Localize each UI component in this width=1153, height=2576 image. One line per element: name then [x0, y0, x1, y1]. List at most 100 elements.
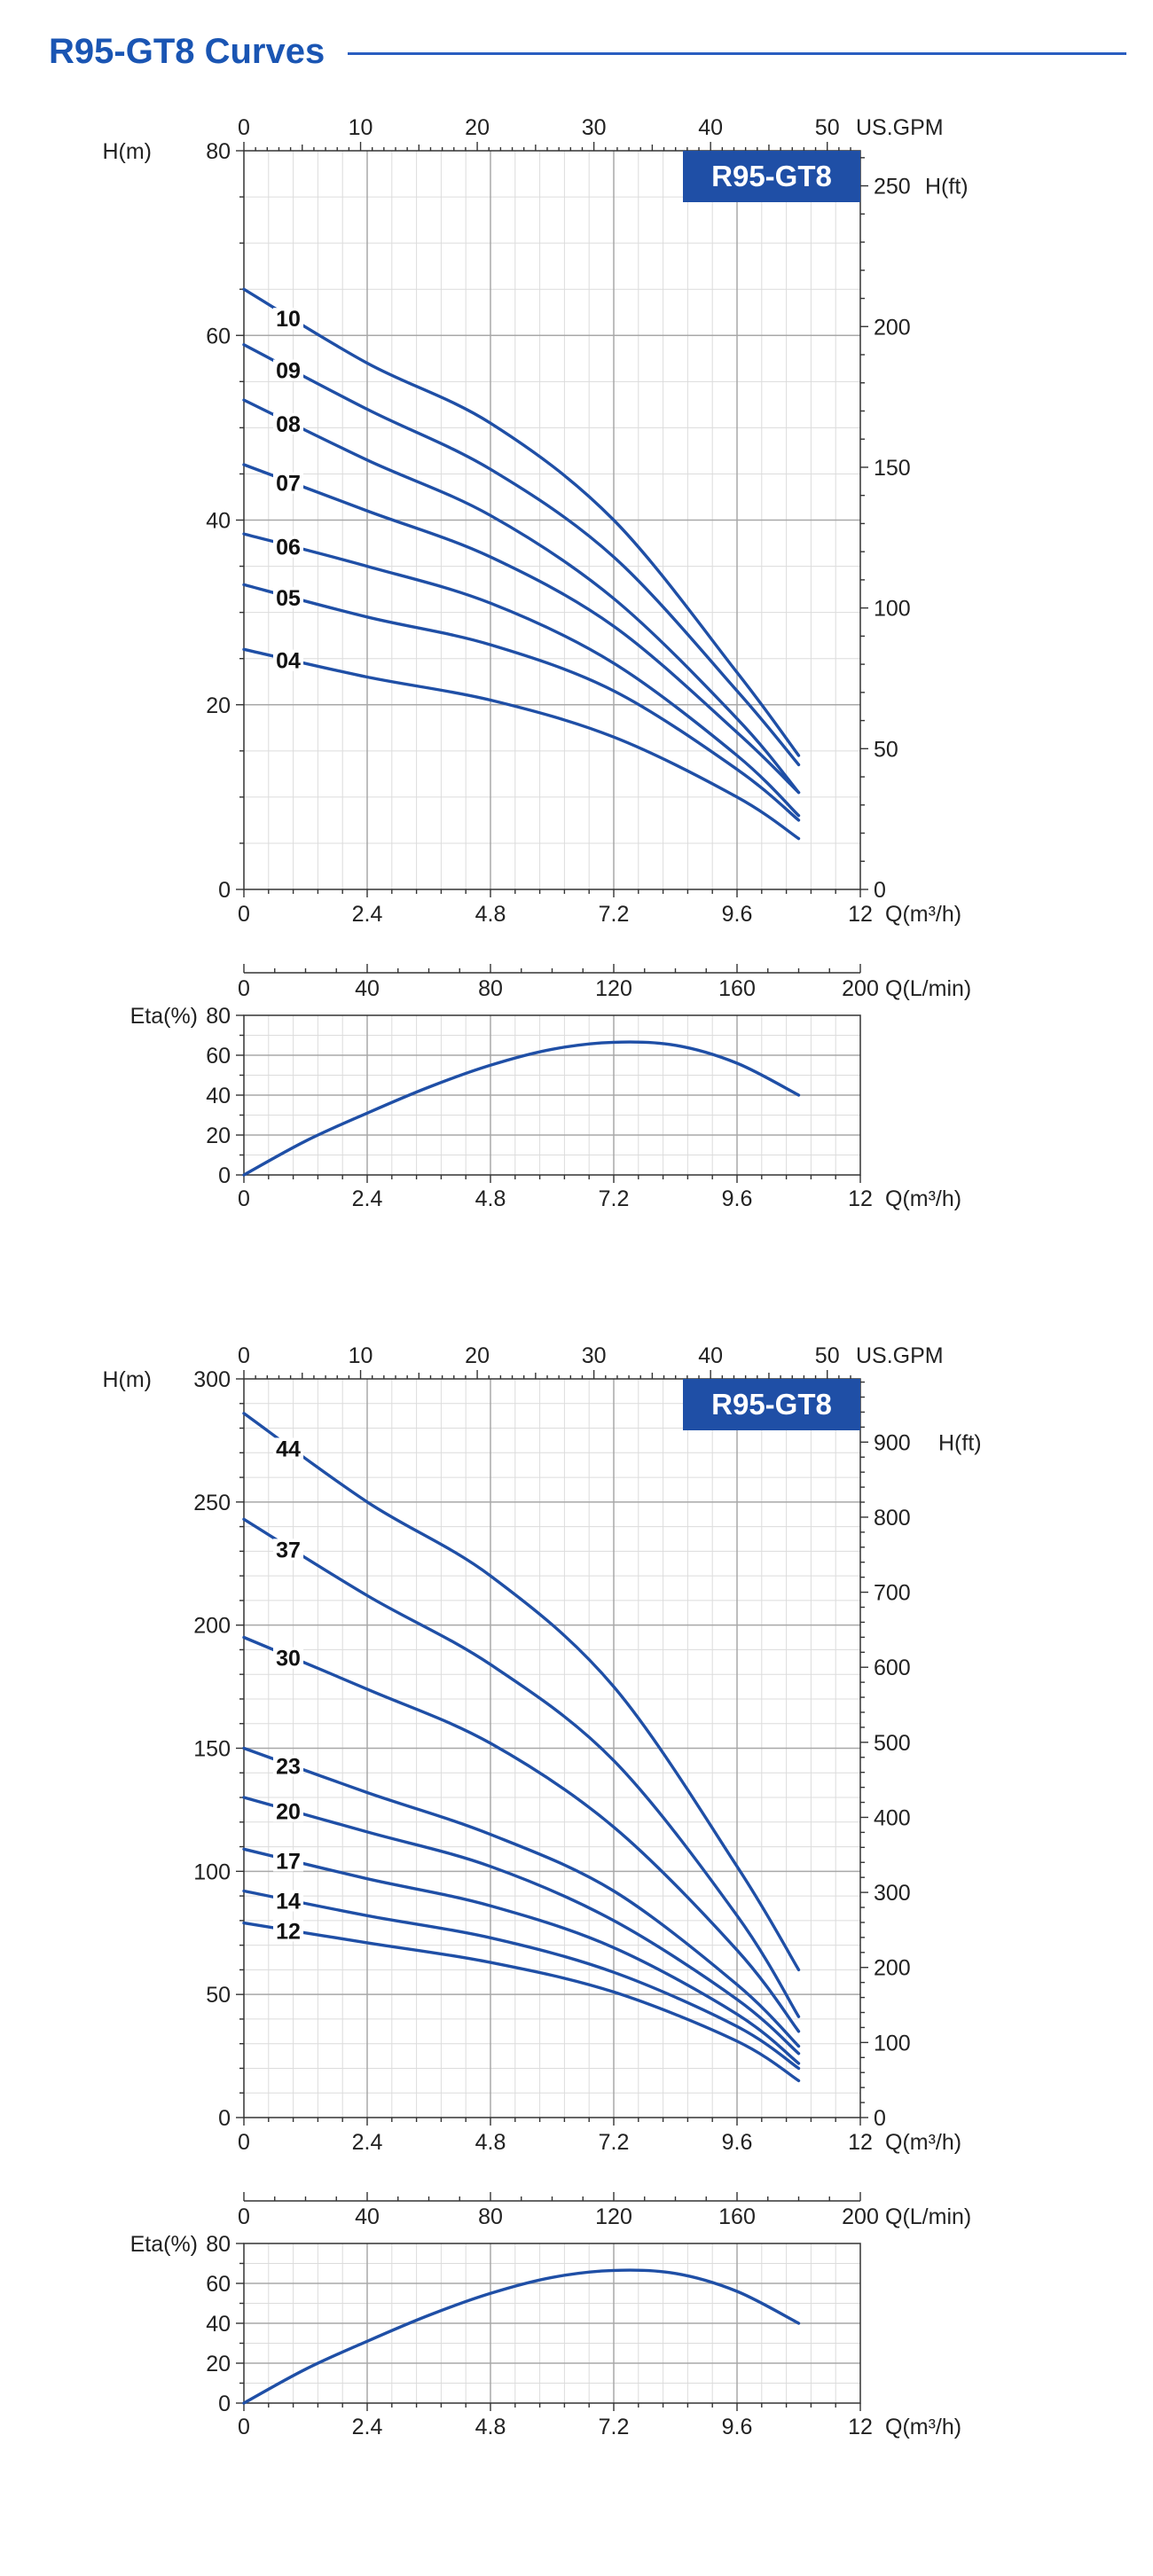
chart2-y2-tick-label: 0 [874, 2106, 886, 2131]
chart2-eta-y-tick-label: 40 [206, 2312, 231, 2337]
chart2-curve-20 [242, 1796, 801, 2055]
chart2-lpm-tick-label: 160 [718, 2204, 756, 2229]
chart2-curve-label-bg [273, 1850, 304, 1872]
chart1-gpm-tick-label: 0 [238, 115, 250, 140]
chart2-eta-y-tick-label: 0 [218, 2392, 231, 2416]
chart2-eta-y-tick-label: 20 [206, 2352, 231, 2376]
chart2-eta-grid [244, 2243, 860, 2403]
chart2-curve-label-37: 37 [276, 1538, 301, 1562]
chart2-gpm-tick-label: 10 [349, 1343, 373, 1368]
chart2-y2-tick-label: 400 [874, 1805, 911, 1830]
chart1-curve-label-bg [273, 472, 304, 494]
chart1-curve-label-bg [273, 649, 304, 671]
chart1-y-tick-label: 20 [206, 693, 231, 718]
chart1-curve-07 [242, 463, 801, 795]
chart1-gpm-tick-label: 40 [698, 115, 723, 140]
chart1-eta-x-tick-label: 4.8 [475, 1186, 506, 1211]
chart2-lpm-tick-label: 120 [595, 2204, 632, 2229]
chart1-x-tick-label: 0 [238, 902, 250, 927]
chart2-y-tick-label: 150 [193, 1737, 231, 1762]
chart2-eta-y-tick-label: 80 [206, 2232, 231, 2257]
chart2-y2-tick-label: 200 [874, 1956, 911, 1981]
chart2-eta-x-tick-label: 7.2 [599, 2415, 630, 2439]
chart1-curve-08 [242, 398, 801, 795]
chart1-gpm-tick-label: 30 [582, 115, 607, 140]
chart1-y2-tick-label: 150 [874, 456, 911, 481]
chart2-x-tick-label: 9.6 [722, 2130, 753, 2155]
chart2-badge [683, 1379, 860, 1430]
chart2-curve-label-12: 12 [276, 1919, 301, 1944]
chart1-eta-x-axis-label: Q(m³/h) [885, 1186, 961, 1211]
chart1-x-axis-label: Q(m³/h) [885, 902, 961, 927]
chart1-badge [683, 151, 860, 202]
chart2-curve-17 [242, 1847, 801, 2065]
chart2-gpm-axis-label: US.GPM [856, 1343, 944, 1368]
chart1-eta-x-tick-label: 12 [848, 1186, 873, 1211]
chart2-y-axis-label: H(m) [102, 1367, 152, 1392]
chart1-lpm-axis-label: Q(L/min) [885, 976, 971, 1001]
chart1-gpm-tick-label: 10 [349, 115, 373, 140]
chart1-curve-05 [242, 583, 801, 822]
chart2-x-tick-label: 7.2 [599, 2130, 630, 2155]
chart1-x-tick-label: 9.6 [722, 902, 753, 927]
chart1-curve-label-06: 06 [276, 536, 301, 560]
chart2-gpm-tick-label: 20 [465, 1343, 490, 1368]
chart1-eta-y-tick-label: 20 [206, 1124, 231, 1148]
chart2-eta-x-tick-label: 0 [238, 2415, 250, 2439]
chart1-x-tick-label: 7.2 [599, 902, 630, 927]
chart2-x-tick-label: 0 [238, 2130, 250, 2155]
chart1-y-axis-label: H(m) [102, 139, 152, 164]
chart1-curve-label-bg [273, 412, 304, 435]
chart1-y2-tick-label: 200 [874, 315, 911, 340]
chart2-eta-x-tick-label: 2.4 [352, 2415, 383, 2439]
chart1-y-tick-label: 60 [206, 324, 231, 348]
chart2-curve-label-14: 14 [276, 1890, 301, 1914]
chart1-y2-tick-label: 0 [874, 878, 886, 903]
chart2-curve-label-17: 17 [276, 1850, 301, 1875]
chart1-curve-label-05: 05 [276, 586, 301, 611]
chart1-eta-grid [244, 1015, 860, 1175]
chart1-y2-tick-label: 250 [874, 175, 911, 200]
chart1-lpm-tick-label: 200 [842, 976, 879, 1001]
chart2-curve-label-23: 23 [276, 1754, 301, 1779]
chart2-curve-14 [242, 1889, 801, 2071]
chart2-y2-tick-label: 800 [874, 1506, 911, 1531]
chart2-curve-label-bg [273, 1920, 304, 1942]
chart1-curve-04 [242, 647, 801, 841]
chart2-gpm-tick-label: 50 [815, 1343, 840, 1368]
chart1-lpm-tick-label: 80 [478, 976, 503, 1001]
chart1-eta-y-axis-label: Eta(%) [130, 1004, 198, 1029]
chart1-gpm-axis-label: US.GPM [856, 115, 944, 140]
chart2-y2-tick-label: 100 [874, 2031, 911, 2055]
chart2-curve-label-bg [273, 1437, 304, 1460]
chart2-gpm-tick-label: 0 [238, 1343, 250, 1368]
chart1-curve-label-bg [273, 586, 304, 608]
chart2-gpm-tick-label: 40 [698, 1343, 723, 1368]
chart2-lpm-axis-label: Q(L/min) [885, 2204, 971, 2229]
chart2-y-tick-label: 300 [193, 1367, 231, 1392]
chart1-curve-10 [242, 287, 801, 757]
chart2-y2-tick-label: 900 [874, 1430, 911, 1455]
chart2-x-axis-label: Q(m³/h) [885, 2130, 961, 2155]
chart1-eta-x-tick-label: 9.6 [722, 1186, 753, 1211]
page-header: R95-GT8 Curves [0, 0, 1153, 98]
chart1-eta-x-tick-label: 2.4 [352, 1186, 383, 1211]
chart2-eta-y-axis-label: Eta(%) [130, 2232, 198, 2257]
chart2-lpm-tick-label: 80 [478, 2204, 503, 2229]
chart1-y-tick-label: 40 [206, 509, 231, 534]
chart1-eta-y-tick-label: 0 [218, 1163, 231, 1188]
chart1-lpm-tick-label: 120 [595, 976, 632, 1001]
chart2-gpm-tick-label: 30 [582, 1343, 607, 1368]
chart1-badge-text: R95-GT8 [711, 160, 832, 192]
chart1-head-grid [244, 151, 860, 889]
chart2-curve-label-bg [273, 1647, 304, 1669]
chart1-lpm-tick-label: 40 [355, 976, 380, 1001]
chart1-curve-09 [242, 343, 801, 767]
chart1-x-tick-label: 12 [848, 902, 873, 927]
chart1-curve-label-bg [273, 359, 304, 381]
chart1-y2-tick-label: 100 [874, 597, 911, 622]
chart2-y-tick-label: 200 [193, 1614, 231, 1639]
chart1-y-tick-label: 80 [206, 139, 231, 164]
